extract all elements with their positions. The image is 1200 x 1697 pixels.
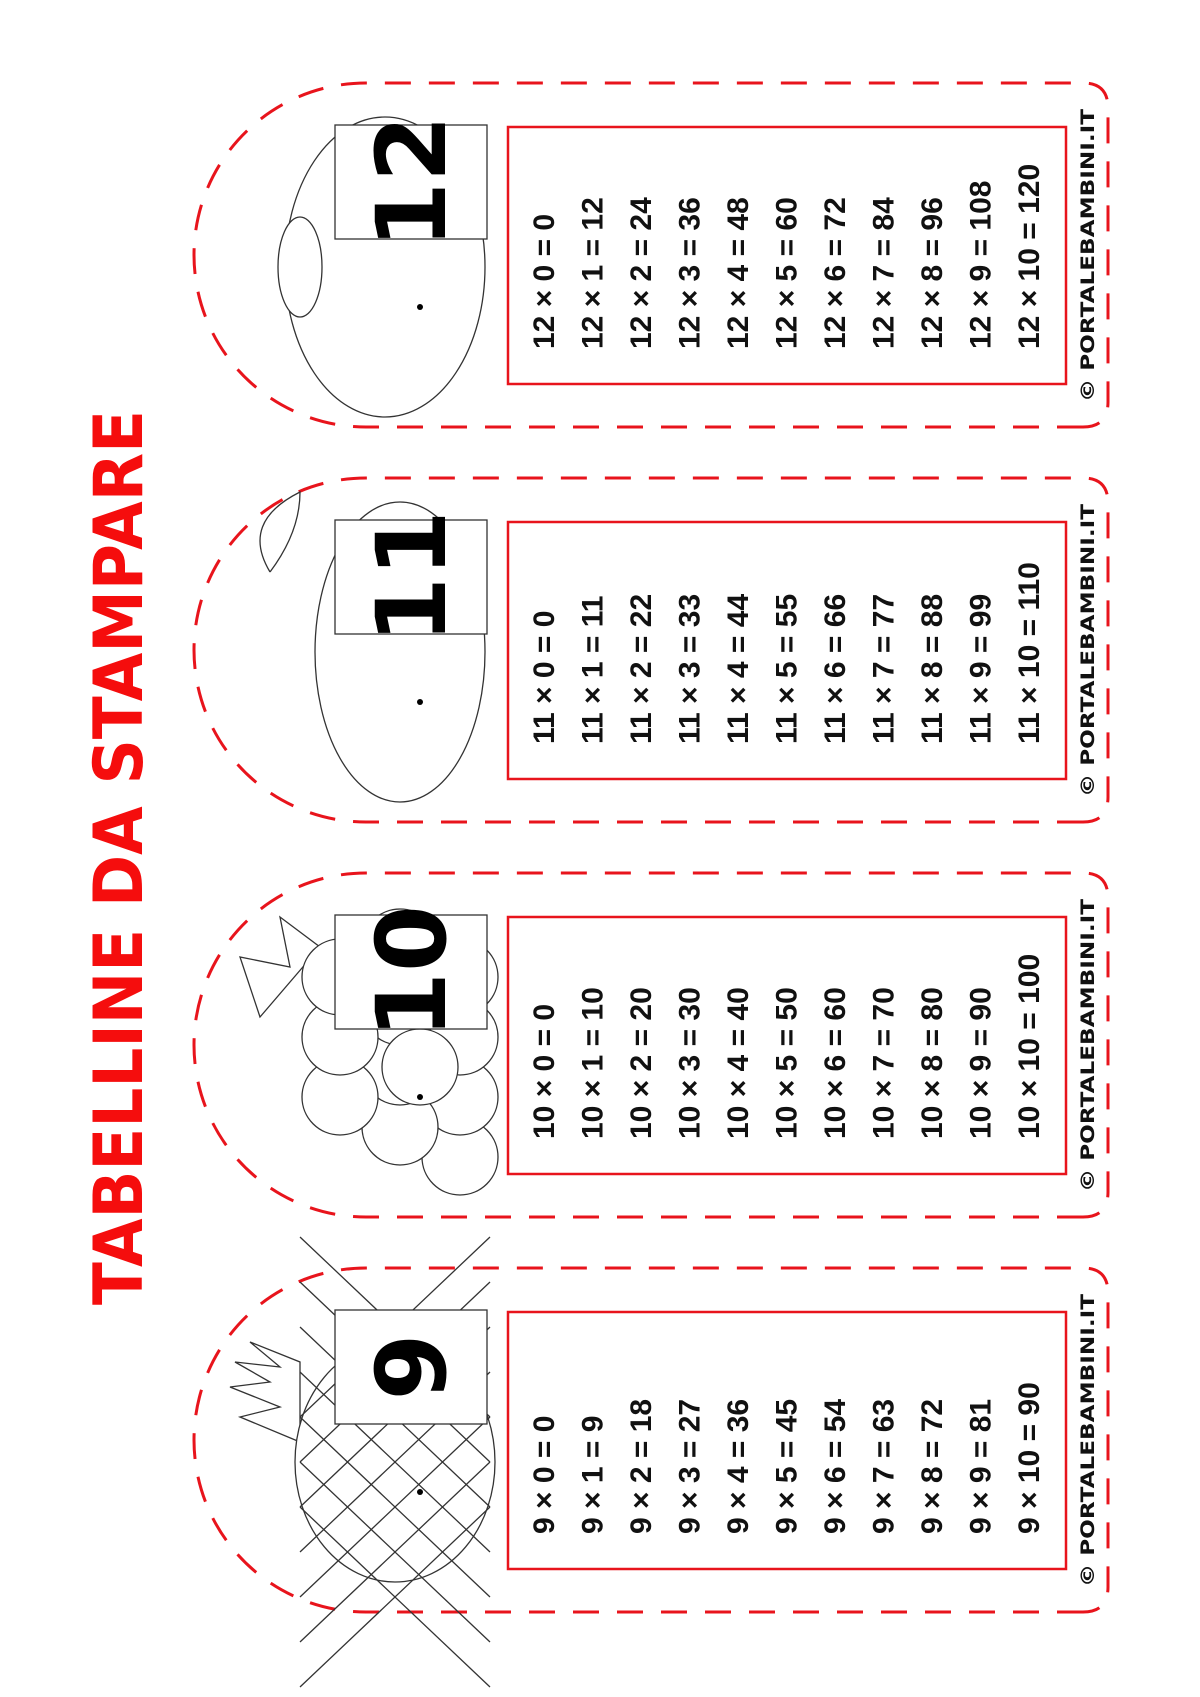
table-row: 10 × 0 = 0 [528, 1004, 561, 1139]
table-number: 12 [356, 115, 468, 249]
table-number: 11 [356, 510, 468, 644]
table-row: 9 × 2 = 18 [625, 1399, 658, 1534]
table-row: 12 × 1 = 12 [577, 197, 610, 349]
table-row: 9 × 0 = 0 [528, 1416, 561, 1534]
table-number: 9 [356, 1334, 468, 1401]
table-row: 9 × 3 = 27 [674, 1399, 707, 1534]
table-row: 11 × 8 = 88 [916, 594, 949, 744]
page-title: TABELLINE DA STAMPARE [80, 410, 159, 1305]
pineapple-illustration [229, 1236, 496, 1688]
table-row: 12 × 9 = 108 [965, 181, 998, 350]
table-row: 10 × 3 = 30 [674, 987, 707, 1139]
bookmark-11: 11 11 × 0 = 0 11 × 1 = 11 11 × 2 = 22 11 × 3… [192, 476, 1110, 824]
table-row: 9 × 7 = 63 [868, 1399, 901, 1534]
table-box [506, 1310, 1068, 1571]
bookmark-9: 9 9 × 0 = 0 9 × 1 = 9 9 × 2 = 18 9 × 3 = 27 9… [192, 1236, 1110, 1688]
table-box [506, 915, 1068, 1176]
table-row: 11 × 3 = 33 [674, 594, 707, 744]
cut-line [192, 871, 1110, 1219]
cut-line [192, 1266, 1110, 1614]
table-row: 12 × 10 = 120 [1013, 164, 1046, 349]
bookmark-12: 12 12 × 0 = 0 12 × 1 = 12 12 × 2 = 24 12 × 3… [192, 81, 1110, 429]
table-row: 11 × 0 = 0 [528, 611, 561, 744]
table-row: 10 × 10 = 100 [1013, 954, 1046, 1139]
table-row: 11 × 9 = 99 [965, 594, 998, 744]
table-row: 12 × 8 = 96 [916, 197, 949, 349]
cut-line [192, 81, 1110, 429]
number-placard [334, 1309, 488, 1425]
cut-line [192, 476, 1110, 824]
table-row: 10 × 9 = 90 [965, 987, 998, 1139]
table-row: 9 × 5 = 45 [771, 1399, 804, 1534]
table-row: 12 × 7 = 84 [868, 197, 901, 349]
copyright-text: © PORTALEBAMBINI.IT [1077, 899, 1099, 1192]
table-row: 11 × 6 = 66 [819, 594, 852, 744]
copyright-text: © PORTALEBAMBINI.IT [1077, 109, 1099, 402]
table-row: 11 × 5 = 55 [771, 594, 804, 744]
number-placard [334, 519, 488, 635]
table-row: 12 × 5 = 60 [771, 197, 804, 349]
table-row: 10 × 2 = 20 [625, 987, 658, 1139]
table-row: 10 × 7 = 70 [868, 987, 901, 1139]
table-row: 9 × 4 = 36 [722, 1399, 755, 1534]
table-row: 10 × 5 = 50 [771, 987, 804, 1139]
table-row: 12 × 2 = 24 [625, 197, 658, 349]
table-row: 9 × 6 = 54 [819, 1399, 852, 1534]
bookmark-10: 10 10 × 0 = 0 10 × 1 = 10 10 × 2 = 20 10 × 3… [192, 871, 1110, 1219]
table-row: 9 × 1 = 9 [577, 1416, 610, 1534]
table-row: 12 × 6 = 72 [819, 197, 852, 349]
table-row: 9 × 10 = 90 [1013, 1382, 1046, 1534]
table-row: 9 × 8 = 72 [916, 1399, 949, 1534]
table-number: 10 [356, 905, 468, 1039]
copyright-text: © PORTALEBAMBINI.IT [1077, 504, 1099, 797]
table-box [506, 125, 1068, 386]
copyright-text: © PORTALEBAMBINI.IT [1077, 1294, 1099, 1587]
table-row: 12 × 4 = 48 [722, 197, 755, 349]
table-box [506, 520, 1068, 781]
table-row: 10 × 1 = 10 [577, 987, 610, 1139]
table-row: 11 × 1 = 11 [577, 596, 610, 745]
number-placard [334, 124, 488, 240]
table-row: 11 × 4 = 44 [722, 594, 755, 744]
table-row: 10 × 8 = 80 [916, 987, 949, 1139]
table-row: 12 × 3 = 36 [674, 197, 707, 349]
table-row: 11 × 7 = 77 [868, 594, 901, 744]
table-row: 11 × 10 = 110 [1013, 562, 1046, 744]
table-row: 9 × 9 = 81 [965, 1399, 998, 1534]
number-placard [334, 914, 488, 1030]
table-row: 10 × 4 = 40 [722, 987, 755, 1139]
table-row: 10 × 6 = 60 [819, 987, 852, 1139]
table-row: 11 × 2 = 22 [625, 594, 658, 744]
table-row: 12 × 0 = 0 [528, 214, 561, 349]
